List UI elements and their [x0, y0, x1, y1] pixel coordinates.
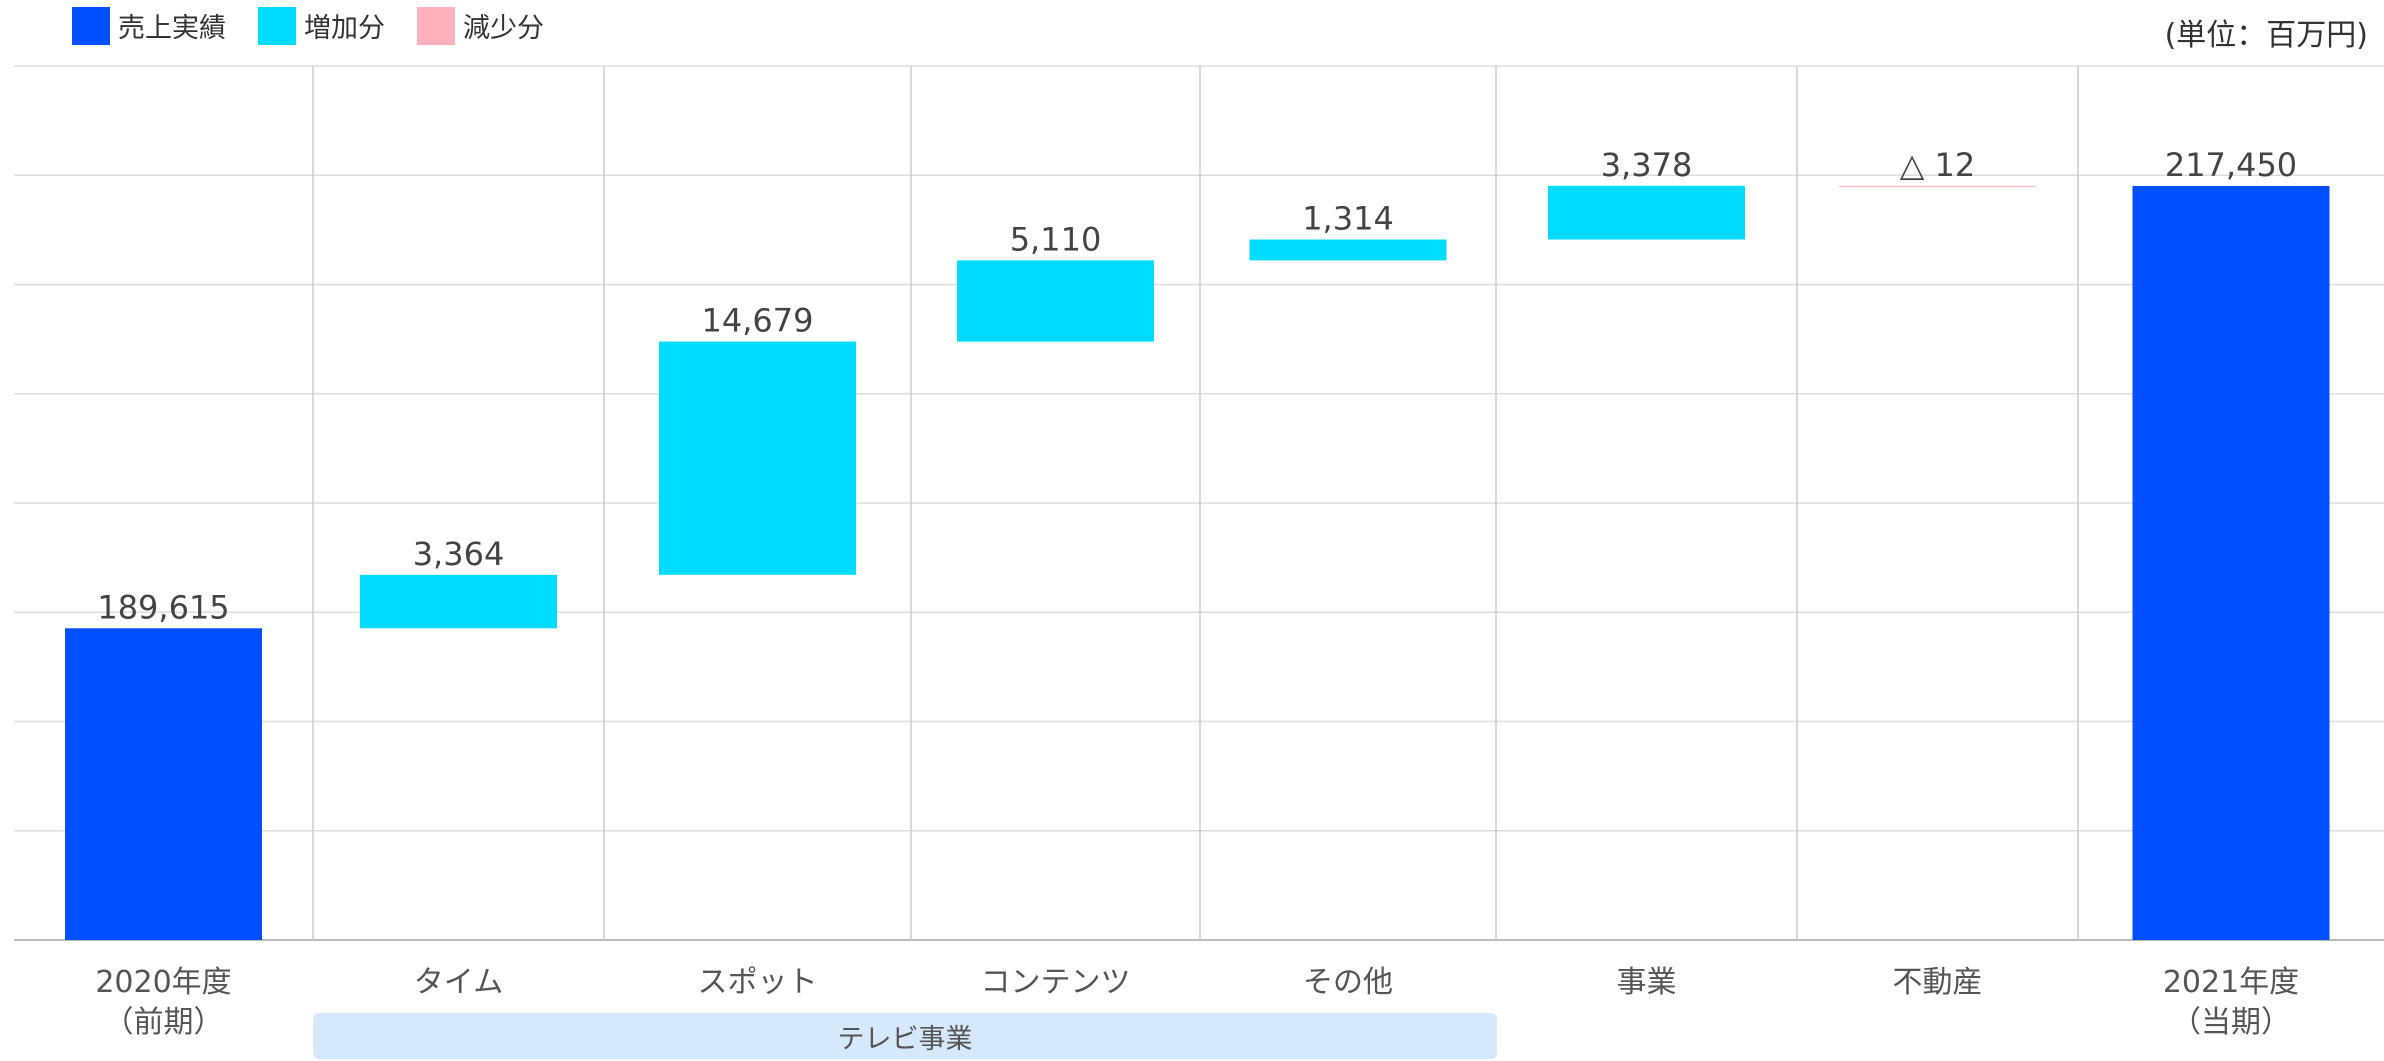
bar-increase	[659, 341, 856, 575]
category-label: コンテンツ	[981, 965, 1131, 1000]
legend: 売上実績 増加分 減少分	[72, 6, 576, 45]
legend-label-increase: 増加分	[304, 13, 385, 44]
bar-increase	[360, 574, 557, 629]
category-label: タイム	[414, 965, 503, 1000]
category-label: スポット	[698, 965, 818, 1000]
category-label: 2020年度	[95, 965, 231, 1000]
value-label: 3,364	[413, 535, 505, 573]
category-label: 不動産	[1893, 965, 1983, 1000]
category-label: 2021年度	[2163, 965, 2299, 1000]
bar-increase	[1249, 239, 1447, 261]
legend-swatch-decrease	[417, 6, 455, 45]
bar-decrease	[1839, 185, 2036, 187]
category-label: その他	[1303, 965, 1393, 1000]
bar-total	[2132, 185, 2330, 940]
category-label: 事業	[1617, 965, 1677, 1000]
legend-item-actual: 売上実績	[72, 6, 226, 45]
bar-total	[65, 628, 262, 940]
value-label: 5,110	[1010, 220, 1102, 258]
value-label: 217,450	[2165, 146, 2297, 184]
bar-increase	[1548, 185, 1745, 240]
group-label: テレビ事業	[837, 1023, 973, 1055]
legend-item-increase: 増加分	[258, 6, 385, 45]
group-band-tv-business: テレビ事業	[313, 1013, 1497, 1059]
category-label: （前期）	[104, 1005, 224, 1040]
legend-swatch-actual	[72, 6, 110, 45]
legend-swatch-increase	[258, 6, 296, 45]
legend-item-decrease: 減少分	[417, 6, 544, 45]
value-label: 3,378	[1601, 146, 1693, 184]
bar-increase	[957, 260, 1154, 342]
value-label: 189,615	[97, 588, 229, 626]
value-label: △ 12	[1900, 146, 1976, 184]
legend-label-actual: 売上実績	[118, 13, 226, 44]
value-label: 1,314	[1302, 199, 1394, 237]
unit-label: (単位：百万円)	[2164, 18, 2368, 53]
category-label: （当期）	[2171, 1005, 2291, 1040]
legend-label-decrease: 減少分	[463, 13, 544, 44]
value-label: 14,679	[702, 302, 814, 340]
